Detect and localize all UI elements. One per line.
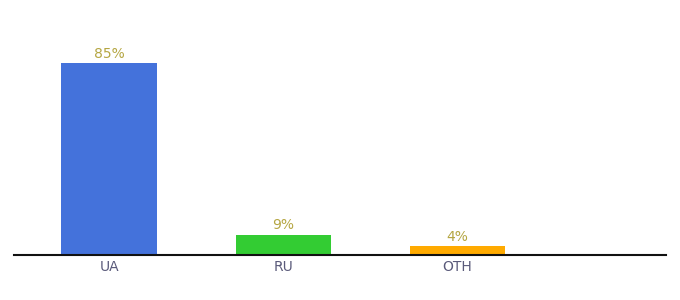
- Text: 9%: 9%: [273, 218, 294, 233]
- Text: 85%: 85%: [94, 47, 124, 61]
- Bar: [235, 235, 331, 255]
- Text: 4%: 4%: [447, 230, 469, 244]
- Bar: [61, 63, 157, 255]
- Bar: [409, 246, 505, 255]
